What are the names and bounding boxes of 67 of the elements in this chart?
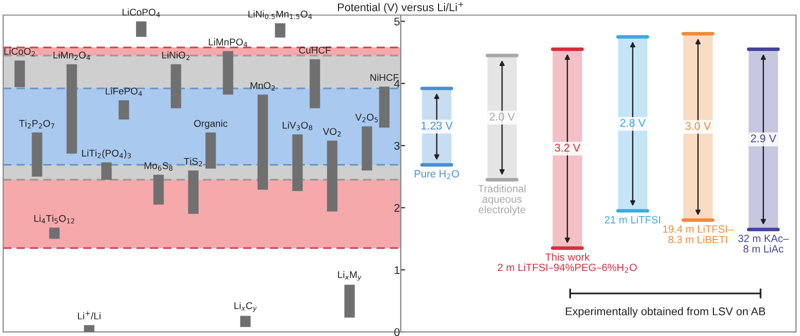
y-tick-label: 2 bbox=[394, 204, 400, 212]
category-label: LiNiO$_{2}$ bbox=[162, 51, 190, 60]
category-label: Organic bbox=[194, 120, 228, 129]
bar bbox=[362, 126, 372, 170]
bar bbox=[84, 325, 94, 332]
annotation: Experimentally obtained from LSV on AB bbox=[566, 307, 766, 318]
y-axis-title: Potential (V) versus Li/Li$^{+}$ bbox=[338, 2, 464, 14]
category-label: MnO$_{2}$ bbox=[250, 82, 275, 90]
y-tick-label: 1 bbox=[394, 266, 400, 274]
y-tick-label: 4 bbox=[394, 80, 400, 88]
bar bbox=[153, 174, 164, 205]
y-tick-label: 3 bbox=[394, 142, 400, 150]
category-label: Li$_{4}$Ti$_{5}$O$_{12}$ bbox=[34, 214, 74, 224]
category-label: NiHCF bbox=[370, 74, 398, 81]
data-label: 2.0 V bbox=[490, 112, 515, 121]
bar bbox=[310, 59, 320, 108]
bar bbox=[136, 21, 146, 37]
data-label: 3.2 V bbox=[554, 144, 580, 152]
category-label: LiNi$_{0.5}$Mn$_{1.5}$O$_{4}$ bbox=[248, 10, 312, 20]
data-label: 3.0 V bbox=[685, 122, 711, 130]
category-label: Li$_{x}$M$_{y}$ bbox=[338, 270, 362, 281]
category-label: LiV$_{3}$O$_{8}$ bbox=[282, 122, 312, 130]
bar bbox=[170, 64, 182, 108]
bar bbox=[379, 86, 390, 128]
bar bbox=[32, 132, 42, 177]
category-label: VO$_{2}$ bbox=[322, 128, 341, 136]
bar bbox=[101, 162, 112, 180]
bar bbox=[188, 170, 199, 214]
bar bbox=[327, 140, 338, 212]
category-label: V$_{2}$O$_{5}$ bbox=[355, 114, 378, 122]
category-label: LiMn$_{2}$O$_{4}$ bbox=[54, 51, 90, 60]
bar bbox=[205, 132, 216, 169]
bar bbox=[49, 228, 60, 239]
y-tick-label: 0 bbox=[394, 328, 400, 336]
bar bbox=[240, 316, 251, 327]
category-label: CuHCF bbox=[299, 46, 331, 54]
bar bbox=[222, 51, 234, 95]
category-label: LiCoO$_{2}$ bbox=[4, 48, 35, 56]
bar bbox=[258, 94, 268, 190]
x-tick-label: Pure H$_{2}$O bbox=[414, 170, 459, 180]
category-label: LiTi$_{2}$(PO$_{4}$)$_{3}$ bbox=[82, 149, 131, 159]
category-label: LiFePO$_{4}$ bbox=[106, 87, 142, 96]
x-tick-label: 19.4 m LiTFSI– 8.3 m LiBETI bbox=[663, 225, 734, 244]
data-label: 2.9 V bbox=[750, 134, 776, 142]
bar bbox=[66, 64, 77, 154]
category-label: Li$^{+}$/Li bbox=[78, 311, 100, 320]
category-label: LiCoPO$_{4}$ bbox=[122, 8, 160, 18]
bar bbox=[683, 34, 713, 220]
x-tick-label: Traditional aqueous electrolyte bbox=[478, 184, 526, 216]
category-label: Ti$_{2}$P$_{2}$O$_{7}$ bbox=[19, 120, 54, 128]
bar bbox=[274, 23, 286, 38]
bar bbox=[118, 100, 130, 120]
category-label: Li$_{x}$C$_{y}$ bbox=[234, 302, 257, 312]
data-label: 2.8 V bbox=[620, 118, 646, 127]
bar bbox=[292, 134, 303, 191]
x-tick-label: 32 m KAc– 8 m LiAc bbox=[738, 234, 789, 253]
bar bbox=[14, 60, 25, 88]
bar bbox=[618, 36, 648, 211]
bar bbox=[552, 49, 582, 248]
category-label: TiS$_{2}$ bbox=[184, 158, 202, 166]
bar bbox=[748, 49, 778, 230]
x-tick-label: 21 m LiTFSI bbox=[604, 216, 660, 224]
y-tick-label: 5 bbox=[394, 18, 400, 26]
category-label: LiMnPO$_{4}$ bbox=[208, 38, 248, 47]
bar bbox=[344, 284, 355, 318]
x-tick-label: This work 2 m LiTFSI–94%PEG–6%H$_{2}$O bbox=[498, 253, 637, 273]
data-label: 1.23 V bbox=[422, 122, 453, 130]
